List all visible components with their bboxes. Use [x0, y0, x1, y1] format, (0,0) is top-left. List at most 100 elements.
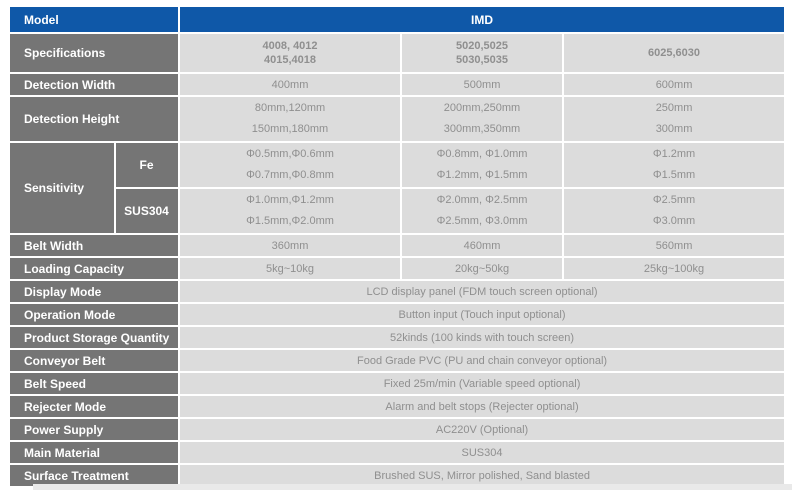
row-specifications: Specifications 4008, 4012 4015,4018 5020…: [7, 32, 787, 74]
sensitivity-fe-col3: Φ1.2mm Φ1.5mm: [562, 141, 787, 189]
value: LCD display panel (FDM touch screen opti…: [366, 285, 598, 298]
detection-height-col2: 200mm,250mm 300mm,350mm: [400, 95, 565, 143]
conveyor-belt-label: Conveyor Belt: [24, 353, 106, 368]
row-belt-speed: Belt Speed Fixed 25m/min (Variable speed…: [7, 371, 787, 396]
row-display-mode: Display Mode LCD display panel (FDM touc…: [7, 279, 787, 304]
detection-width-col3: 600mm: [562, 72, 787, 97]
value: 560mm: [655, 239, 693, 252]
sensitivity-sus304-col1: Φ1.0mm,Φ1.2mm Φ1.5mm,Φ2.0mm: [178, 187, 403, 235]
row-sensitivity-fe: Sensitivity Fe Φ0.5mm,Φ0.6mm Φ0.7mm,Φ0.8…: [8, 141, 787, 235]
value-line: 250mm: [655, 102, 693, 114]
main-material-label: Main Material: [24, 445, 101, 460]
detection-height-col3: 250mm 300mm: [562, 95, 787, 143]
main-material-value-cell: SUS304: [178, 440, 787, 465]
row-main-material: Main Material SUS304: [7, 440, 787, 465]
belt-width-col3: 560mm: [562, 233, 787, 258]
surface-treatment-label-cell: Surface Treatment: [7, 463, 181, 488]
detection-width-label-cell: Detection Width: [7, 72, 181, 97]
sus304-label: SUS304: [124, 204, 169, 218]
value-line: 300mm: [655, 123, 693, 135]
row-model: Model IMD: [7, 5, 787, 34]
value-line: Φ1.0mm,Φ1.2mm: [246, 194, 334, 206]
value-line: Φ2.5mm: [652, 194, 696, 206]
sensitivity-label-cell: Sensitivity: [8, 141, 116, 235]
specifications-col2: 5020,5025 5030,5035: [400, 32, 565, 74]
model-label: Model: [24, 12, 59, 27]
operation-mode-label-cell: Operation Mode: [7, 302, 181, 327]
power-supply-value-cell: AC220V (Optional): [178, 417, 787, 442]
sus304-label-cell: SUS304: [113, 187, 181, 235]
value-line: Φ0.8mm, Φ1.0mm: [436, 148, 528, 160]
value: Alarm and belt stops (Rejecter optional): [385, 400, 579, 413]
value-line: 300mm,350mm: [443, 123, 521, 135]
value: 600mm: [655, 78, 693, 91]
spec-line: 5030,5035: [456, 54, 509, 66]
row-sensitivity-sus304: SUS304 Φ1.0mm,Φ1.2mm Φ1.5mm,Φ2.0mm Φ2.0m…: [9, 187, 787, 235]
specifications-label: Specifications: [24, 46, 106, 60]
value-line: Φ1.2mm: [652, 148, 696, 160]
page-edge-strip: [33, 484, 792, 490]
product-storage-quantity-label-cell: Product Storage Quantity: [7, 325, 181, 350]
value: SUS304: [461, 446, 503, 459]
display-mode-label: Display Mode: [24, 284, 102, 299]
row-rejecter-mode: Rejecter Mode Alarm and belt stops (Reje…: [7, 394, 787, 419]
value: 360mm: [271, 239, 309, 252]
value: Button input (Touch input optional): [398, 308, 566, 321]
detection-width-col2: 500mm: [400, 72, 565, 97]
detection-width-label: Detection Width: [24, 77, 116, 92]
belt-speed-label-cell: Belt Speed: [7, 371, 181, 396]
belt-speed-label: Belt Speed: [24, 376, 87, 391]
value-line: Φ2.5mm, Φ3.0mm: [436, 215, 528, 227]
surface-treatment-label: Surface Treatment: [24, 468, 129, 483]
power-supply-label-cell: Power Supply: [7, 417, 181, 442]
value: AC220V (Optional): [435, 423, 529, 436]
belt-width-label: Belt Width: [24, 238, 84, 253]
row-belt-width: Belt Width 360mm 460mm 560mm: [7, 233, 787, 258]
value: 20kg~50kg: [454, 262, 510, 275]
row-detection-width: Detection Width 400mm 500mm 600mm: [7, 72, 787, 97]
display-mode-label-cell: Display Mode: [7, 279, 181, 304]
spec-line: 5020,5025: [456, 40, 509, 52]
rejecter-mode-label: Rejecter Mode: [24, 399, 107, 414]
belt-width-label-cell: Belt Width: [7, 233, 181, 258]
row-loading-capacity: Loading Capacity 5kg~10kg 20kg~50kg 25kg…: [7, 256, 787, 281]
row-power-supply: Power Supply AC220V (Optional): [7, 417, 787, 442]
value-line: 80mm,120mm: [254, 102, 326, 114]
conveyor-belt-value-cell: Food Grade PVC (PU and chain conveyor op…: [178, 348, 787, 373]
value-line: Φ3.0mm: [652, 215, 696, 227]
belt-width-col1: 360mm: [178, 233, 403, 258]
spec-line: 4015,4018: [264, 54, 317, 66]
sensitivity-sus304-col2: Φ2.0mm, Φ2.5mm Φ2.5mm, Φ3.0mm: [400, 187, 565, 235]
belt-width-col2: 460mm: [400, 233, 565, 258]
loading-capacity-label: Loading Capacity: [24, 261, 125, 276]
main-material-label-cell: Main Material: [7, 440, 181, 465]
specifications-col3: 6025,6030: [562, 32, 787, 74]
value: 500mm: [463, 78, 501, 91]
value-line: Φ2.0mm, Φ2.5mm: [436, 194, 528, 206]
rejecter-mode-value-cell: Alarm and belt stops (Rejecter optional): [178, 394, 787, 419]
power-supply-label: Power Supply: [24, 422, 104, 437]
model-header-cell: Model: [7, 5, 181, 34]
value: 5kg~10kg: [266, 262, 315, 275]
detection-height-label: Detection Height: [24, 112, 120, 126]
value-line: Φ1.5mm: [652, 169, 696, 181]
row-product-storage-quantity: Product Storage Quantity 52kinds (100 ki…: [7, 325, 787, 350]
value: 25kg~100kg: [643, 262, 705, 275]
value: Brushed SUS, Mirror polished, Sand blast…: [374, 469, 590, 482]
value: 52kinds (100 kinds with touch screen): [390, 331, 575, 344]
row-detection-height: Detection Height 80mm,120mm 150mm,180mm …: [7, 95, 787, 143]
sensitivity-label: Sensitivity: [24, 181, 85, 195]
display-mode-value-cell: LCD display panel (FDM touch screen opti…: [178, 279, 787, 304]
sensitivity-fe-col1: Φ0.5mm,Φ0.6mm Φ0.7mm,Φ0.8mm: [178, 141, 403, 189]
row-conveyor-belt: Conveyor Belt Food Grade PVC (PU and cha…: [7, 348, 787, 373]
detection-width-col1: 400mm: [178, 72, 403, 97]
value-line: Φ1.5mm,Φ2.0mm: [246, 215, 334, 227]
value: Food Grade PVC (PU and chain conveyor op…: [356, 354, 608, 367]
conveyor-belt-label-cell: Conveyor Belt: [7, 348, 181, 373]
specifications-label-cell: Specifications: [7, 32, 181, 74]
fe-label: Fe: [139, 158, 154, 172]
value-line: Φ1.2mm, Φ1.5mm: [436, 169, 528, 181]
row-operation-mode: Operation Mode Button input (Touch input…: [7, 302, 787, 327]
value-line: Φ0.5mm,Φ0.6mm: [246, 148, 334, 160]
